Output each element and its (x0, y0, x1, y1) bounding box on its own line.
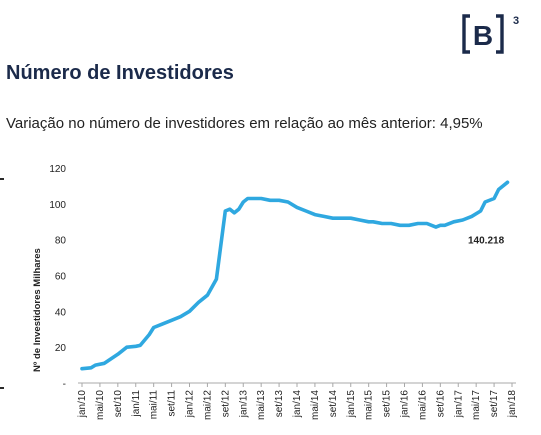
data-labels: 140.218 (468, 235, 505, 246)
x-tick-label: mai/12 (202, 390, 213, 420)
x-tick-label: set/17 (489, 390, 500, 418)
series-line (80, 180, 510, 371)
x-tick-label: mai/13 (256, 390, 267, 420)
x-tick-label: set/16 (435, 390, 446, 418)
x-tick-label: set/14 (328, 390, 339, 418)
x-tick-label: jan/13 (238, 390, 249, 419)
x-tick-label: set/15 (382, 390, 393, 418)
logo-superscript: 3 (513, 15, 519, 27)
edge-mark-top (0, 178, 4, 180)
x-tick-label: jan/15 (346, 390, 357, 419)
b3-logo: B 3 (462, 14, 519, 54)
y-tick-label: 60 (55, 272, 67, 283)
x-tick-label: jan/12 (185, 390, 196, 419)
x-tick-label: jan/17 (453, 390, 464, 419)
logo-letter: B (473, 20, 493, 51)
y-tick-label: 120 (49, 164, 66, 175)
series-group (80, 180, 510, 371)
y-tick-label: 100 (49, 200, 66, 211)
x-axis-ticks: jan/10 mai/10 set/10 jan/11 mai/11 set/11 jan/… (77, 383, 518, 420)
line-chart: Nº de Investidores Milhares - 20 40 60 80 100… (32, 164, 518, 420)
x-tick-label: set/10 (113, 390, 124, 418)
x-tick-label: mai/10 (95, 390, 106, 420)
x-tick-label: set/12 (220, 390, 231, 418)
y-tick-label: 40 (55, 307, 67, 318)
x-tick-label: set/11 (167, 390, 178, 417)
page-subtitle: Variação no número de investidores em re… (6, 115, 483, 132)
x-tick-label: mai/17 (471, 390, 482, 420)
x-tick-label: jan/16 (400, 390, 411, 419)
x-tick-label: mai/16 (417, 390, 428, 420)
y-axis-title-text: Nº de Investidores Milhares (32, 248, 43, 372)
page-title: Número de Investidores (6, 62, 234, 84)
y-tick-label: 80 (55, 236, 67, 247)
x-tick-label: mai/11 (149, 390, 160, 420)
x-tick-label: set/13 (274, 390, 285, 418)
x-tick-label: jan/11 (131, 390, 142, 418)
x-tick-label: jan/10 (77, 390, 88, 419)
y-axis-ticks: - 20 40 60 80 100 120 (49, 164, 66, 390)
x-tick-label: jan/14 (292, 390, 303, 419)
y-tick-label: 20 (55, 343, 67, 354)
x-tick-label: jan/18 (507, 390, 518, 419)
x-tick-label: mai/15 (364, 390, 375, 420)
data-label-last-value: 140.218 (468, 235, 505, 246)
edge-mark-bottom (0, 387, 4, 389)
x-tick-label: mai/14 (310, 390, 321, 420)
y-tick-label: - (63, 379, 66, 390)
y-axis-title: Nº de Investidores Milhares (32, 248, 43, 372)
